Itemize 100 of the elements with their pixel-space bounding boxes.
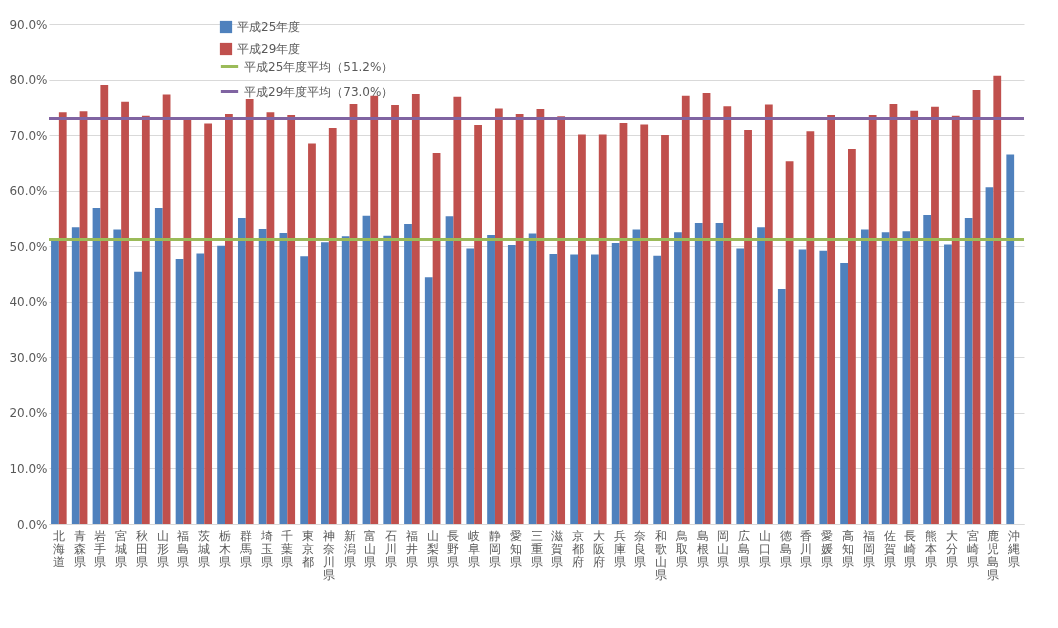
bar	[453, 96, 462, 524]
y-tick-label: 20.0%	[9, 406, 48, 421]
bar	[494, 108, 503, 524]
x-tick-label: 静岡県	[488, 528, 501, 569]
bar	[827, 115, 836, 524]
bar	[141, 115, 150, 524]
bar	[204, 123, 213, 524]
bar	[640, 124, 649, 524]
bar	[661, 135, 669, 524]
x-tick-label: 岐阜県	[468, 528, 481, 569]
bar	[225, 114, 233, 524]
x-tick-label: 長崎県	[904, 528, 917, 569]
y-tick-label: 90.0%	[9, 17, 48, 32]
y-tick-label: 0.0%	[17, 517, 48, 532]
x-tick-label: 愛知県	[509, 528, 522, 569]
bar	[245, 99, 254, 524]
bar	[944, 244, 952, 524]
bar	[515, 114, 524, 524]
x-tick-label: 鹿児島県	[987, 528, 1000, 582]
x-tick-label: 兵庫県	[613, 528, 626, 569]
bar	[868, 115, 877, 524]
bar	[404, 224, 412, 524]
bar	[328, 127, 337, 524]
bar	[154, 207, 163, 524]
x-tick-label: 香川県	[800, 528, 813, 569]
x-tick-label: 福岡県	[862, 528, 875, 569]
x-tick-label: 福井県	[405, 528, 418, 569]
y-tick-label: 40.0%	[9, 295, 48, 310]
bar	[653, 255, 662, 524]
x-tick-label: 徳島県	[779, 528, 792, 569]
bar	[757, 227, 765, 524]
x-tick-label: 青森県	[73, 528, 86, 569]
bar	[217, 245, 225, 524]
bar	[300, 256, 309, 524]
legend-label: 平成25年度平均（51.2%）	[244, 59, 394, 74]
bar	[798, 249, 807, 524]
bar	[674, 232, 682, 524]
bar	[819, 250, 828, 524]
legend-label: 平成25年度	[237, 20, 301, 34]
bar	[694, 222, 703, 524]
x-tick-label: 新潟県	[343, 528, 356, 569]
x-tick-label: 広島県	[738, 528, 751, 569]
bar	[736, 248, 745, 524]
legend-label: 平成29年度	[237, 42, 301, 56]
bar	[598, 134, 607, 524]
bar	[549, 254, 558, 524]
bar	[411, 94, 420, 524]
bar	[474, 125, 482, 524]
bar	[121, 101, 129, 524]
x-tick-label: 高知県	[842, 528, 854, 569]
bar	[923, 215, 932, 524]
bar	[308, 143, 316, 524]
legend-label: 平成29年度平均（73.0%）	[244, 84, 394, 99]
bar	[848, 149, 856, 524]
bar	[466, 248, 475, 524]
bar	[806, 131, 815, 524]
bar	[487, 235, 495, 524]
y-tick-label: 10.0%	[9, 461, 48, 476]
bar	[570, 254, 579, 524]
bar	[910, 110, 919, 524]
bar	[681, 95, 690, 524]
bar	[931, 106, 939, 524]
bar	[777, 289, 786, 524]
x-tick-label: 沖縄県	[1007, 528, 1021, 569]
bar	[71, 227, 80, 524]
bar	[391, 105, 399, 524]
bar	[51, 239, 59, 524]
x-tick-label: 佐賀県	[883, 528, 896, 569]
bar	[1006, 154, 1015, 524]
y-tick-label: 60.0%	[9, 184, 48, 199]
x-tick-label: 秋田県	[135, 528, 148, 569]
bar	[764, 104, 773, 524]
x-tick-label: 三重県	[530, 528, 543, 569]
y-tick-label: 80.0%	[9, 73, 48, 88]
bar	[370, 95, 379, 524]
bar	[100, 85, 109, 524]
bar	[287, 115, 296, 524]
x-tick-label: 宮崎県	[966, 528, 979, 569]
bar	[744, 130, 752, 524]
bar	[237, 217, 246, 524]
bar	[134, 271, 142, 524]
x-tick-label: 島根県	[696, 528, 709, 569]
x-tick-label: 長野県	[447, 528, 460, 569]
bar	[881, 232, 890, 524]
x-tick-label: 埼玉県	[259, 528, 273, 569]
x-tick-label: 滋賀県	[551, 528, 564, 569]
bar	[258, 229, 267, 524]
x-tick-label: 富山県	[364, 528, 377, 569]
x-tick-label: 岩手県	[94, 528, 107, 569]
bar	[196, 253, 205, 524]
x-tick-label: 北海道	[52, 528, 65, 569]
bar	[528, 233, 537, 524]
bar	[183, 118, 192, 524]
x-tick-label: 奈良県	[634, 528, 647, 569]
x-tick-label: 群馬県	[238, 528, 252, 569]
y-tick-label: 70.0%	[9, 128, 48, 143]
x-tick-label: 山口県	[758, 528, 771, 569]
bar	[723, 106, 732, 524]
x-tick-label: 福島県	[177, 528, 190, 569]
x-tick-label: 熊本県	[925, 528, 938, 569]
